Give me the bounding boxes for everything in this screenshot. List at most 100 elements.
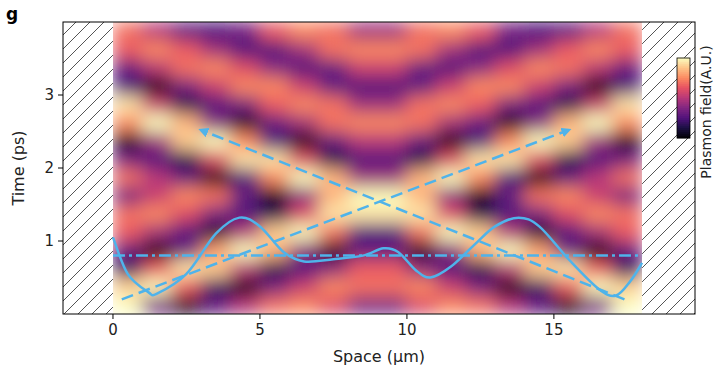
heatmap-cell bbox=[201, 95, 231, 114]
heatmap-cell bbox=[201, 168, 231, 187]
heatmap-cell bbox=[113, 149, 143, 168]
heatmap-cell bbox=[318, 222, 348, 241]
heatmap-cell bbox=[142, 76, 172, 95]
heatmap-cell bbox=[142, 58, 172, 77]
y-tick-label: 3 bbox=[44, 86, 54, 104]
heatmap-cell bbox=[259, 295, 289, 314]
heatmap-cell bbox=[524, 241, 554, 260]
heatmap-cell bbox=[612, 241, 642, 260]
heatmap-cell bbox=[259, 22, 289, 41]
heatmap-cell bbox=[230, 40, 260, 59]
heatmap-cell bbox=[171, 241, 201, 260]
heatmap-cell bbox=[436, 149, 466, 168]
heatmap-cell bbox=[259, 113, 289, 132]
heatmap-cell bbox=[113, 76, 143, 95]
heatmap-cell bbox=[524, 95, 554, 114]
y-tick-label: 1 bbox=[44, 232, 54, 250]
heatmap-cell bbox=[583, 76, 613, 95]
heatmap-cell bbox=[436, 131, 466, 150]
heatmap-cell bbox=[289, 113, 319, 132]
heatmap-cell bbox=[201, 58, 231, 77]
heatmap-cell bbox=[142, 131, 172, 150]
heatmap-cell bbox=[289, 40, 319, 59]
heatmap-cell bbox=[465, 204, 495, 223]
heatmap-cell bbox=[465, 168, 495, 187]
heatmap-cell bbox=[230, 222, 260, 241]
heatmap-cell bbox=[201, 131, 231, 150]
heatmap-cell bbox=[230, 168, 260, 187]
heatmap-cell bbox=[142, 168, 172, 187]
heatmap-cell bbox=[377, 22, 407, 41]
heatmap-cell bbox=[524, 22, 554, 41]
heatmap-cell bbox=[553, 22, 583, 41]
heatmap-cell bbox=[171, 295, 201, 314]
heatmap-cell bbox=[171, 76, 201, 95]
x-tick bbox=[112, 314, 113, 319]
heatmap-cell bbox=[495, 58, 525, 77]
panel-label: g bbox=[6, 4, 18, 24]
heatmap-cell bbox=[524, 168, 554, 187]
heatmap-cell bbox=[201, 113, 231, 132]
heatmap-cell bbox=[318, 277, 348, 296]
heatmap-cell bbox=[201, 295, 231, 314]
heatmap-cell bbox=[406, 168, 436, 187]
heatmap-cell bbox=[553, 168, 583, 187]
plot-frame bbox=[63, 22, 695, 314]
heatmap-cell bbox=[583, 113, 613, 132]
heatmap-cell bbox=[230, 131, 260, 150]
heatmap-cell bbox=[142, 204, 172, 223]
heatmap-cell bbox=[495, 113, 525, 132]
heatmap-cell bbox=[348, 222, 378, 241]
colorbar bbox=[677, 58, 690, 139]
heatmap-cell bbox=[553, 259, 583, 278]
heatmap-cell bbox=[583, 295, 613, 314]
heatmap-cell bbox=[436, 113, 466, 132]
heatmap-cell bbox=[406, 222, 436, 241]
heatmap-cell bbox=[465, 58, 495, 77]
heatmap-cell bbox=[377, 277, 407, 296]
heatmap-cell bbox=[553, 58, 583, 77]
heatmap-cell bbox=[553, 295, 583, 314]
x-tick-label: 5 bbox=[255, 321, 265, 339]
heatmap-cell bbox=[524, 58, 554, 77]
heatmap-cell bbox=[201, 76, 231, 95]
chart: 051015123Space (μm)Time (ps)gPlasmon fie… bbox=[0, 0, 720, 380]
heatmap-cell bbox=[612, 95, 642, 114]
heatmap-cell bbox=[289, 131, 319, 150]
heatmap-cell bbox=[583, 95, 613, 114]
heatmap-cell bbox=[230, 295, 260, 314]
heatmap-cell bbox=[524, 76, 554, 95]
heatmap-cell bbox=[436, 277, 466, 296]
heatmap-cell bbox=[612, 58, 642, 77]
heatmap-cell bbox=[113, 168, 143, 187]
heatmap-cell bbox=[553, 40, 583, 59]
heatmap-cell bbox=[583, 149, 613, 168]
heatmap-cell bbox=[171, 168, 201, 187]
heatmap-cell bbox=[465, 295, 495, 314]
x-tick bbox=[259, 314, 260, 319]
heatmap-cell bbox=[348, 277, 378, 296]
heatmap-cell bbox=[113, 204, 143, 223]
heatmap-cell bbox=[495, 295, 525, 314]
heatmap-cell bbox=[553, 95, 583, 114]
heatmap-cell bbox=[318, 295, 348, 314]
series-line bbox=[113, 217, 642, 296]
heatmap-cell bbox=[583, 40, 613, 59]
heatmap-cell bbox=[406, 149, 436, 168]
heatmap-cell bbox=[553, 186, 583, 205]
heatmap-cell bbox=[142, 22, 172, 41]
heatmap-cell bbox=[465, 259, 495, 278]
heatmap-cell bbox=[171, 204, 201, 223]
heatmap-cell bbox=[406, 241, 436, 260]
x-tick-label: 15 bbox=[544, 321, 563, 339]
heatmap-cell bbox=[142, 222, 172, 241]
heatmap-cell bbox=[230, 241, 260, 260]
heatmap-cell bbox=[524, 40, 554, 59]
colorbar-frame bbox=[677, 58, 690, 138]
heatmap-cell bbox=[553, 76, 583, 95]
heatmap-cell bbox=[348, 113, 378, 132]
heatmap-cell bbox=[583, 186, 613, 205]
heatmap-cell bbox=[230, 58, 260, 77]
heatmap-cell bbox=[406, 58, 436, 77]
heatmap-cell bbox=[318, 241, 348, 260]
